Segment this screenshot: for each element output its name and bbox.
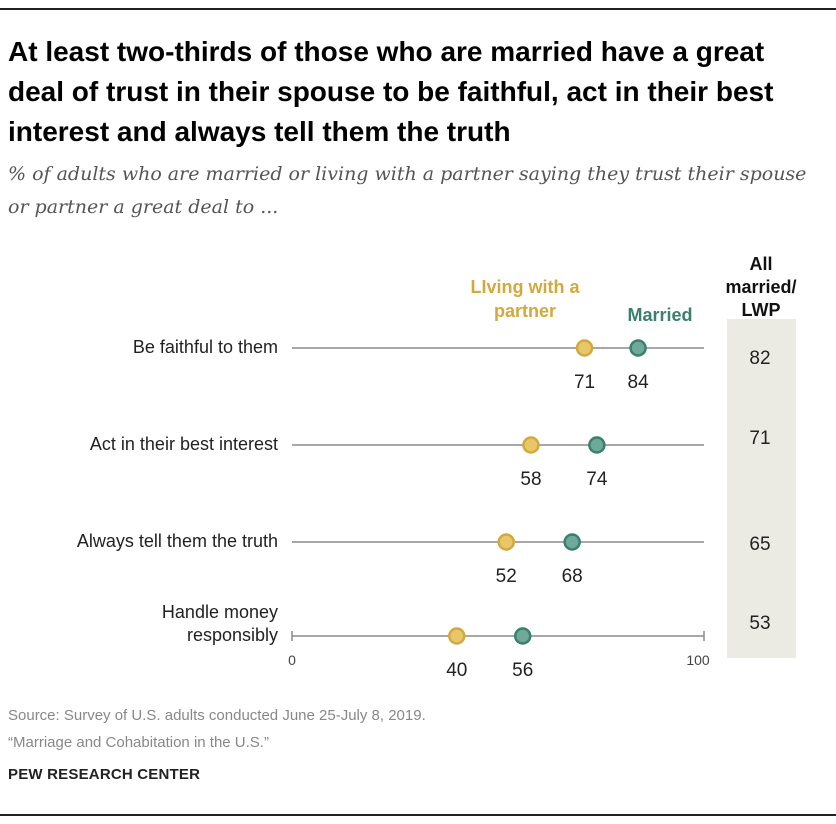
chart-subtitle: % of adults who are married or living wi… <box>8 163 807 218</box>
value-label-living-0: 71 <box>574 372 595 393</box>
top-rule <box>0 8 836 10</box>
brand-logo-text: PEW RESEARCH CENTER <box>8 766 201 783</box>
value-label-married-0: 84 <box>628 372 650 393</box>
all-column-header-line-0: All <box>749 254 772 274</box>
tick-label-1: 100 <box>686 652 710 668</box>
legend-married-line-0: Married <box>627 305 692 325</box>
dot-married-1 <box>588 436 606 454</box>
category-label-3-line-1: responsibly <box>187 625 278 645</box>
all-column-header-line-2: LWP <box>742 300 781 320</box>
dot-living-3 <box>448 627 466 645</box>
source-line-2: “Marriage and Cohabitation in the U.S.” <box>8 734 269 751</box>
all-column-header-line-1: married/ <box>725 277 796 297</box>
dot-married-3 <box>513 627 532 645</box>
legend-living-line-0: LIving with a <box>470 277 580 297</box>
legend-living-line-1: partner <box>494 301 556 321</box>
value-label-living-2: 52 <box>496 566 517 587</box>
dot-married-0 <box>629 339 647 357</box>
dot-living-0 <box>575 339 594 357</box>
category-label-2-line-0: Always tell them the truth <box>77 531 278 551</box>
dot-plot: All married/LWP LIving with a partner Marrie… <box>77 254 797 680</box>
bottom-rule <box>0 814 836 816</box>
all-value-1: 71 <box>749 428 770 449</box>
category-label-1-line-0: Act in their best interest <box>90 434 278 454</box>
dot-married-2 <box>563 533 581 551</box>
category-label-0-line-0: Be faithful to them <box>133 337 278 357</box>
category-label-3-line-0: Handle money <box>162 602 278 622</box>
value-label-married-3: 56 <box>512 660 533 680</box>
value-label-living-1: 58 <box>520 469 541 490</box>
value-label-married-2: 68 <box>562 566 583 587</box>
dot-living-2 <box>497 533 515 551</box>
all-value-0: 82 <box>749 348 770 369</box>
value-label-living-3: 40 <box>446 660 467 680</box>
chart-title: At least two-thirds of those who are mar… <box>8 36 774 147</box>
all-column-panel <box>727 319 796 658</box>
source-note: Source: Survey of U.S. adults conducted … <box>8 702 426 756</box>
tick-label-0: 0 <box>288 652 296 668</box>
source-line-1: Source: Survey of U.S. adults conducted … <box>8 707 426 724</box>
all-value-2: 65 <box>749 534 770 555</box>
dot-living-1 <box>522 436 540 454</box>
all-value-3: 53 <box>749 613 770 634</box>
value-label-married-1: 74 <box>586 469 608 490</box>
